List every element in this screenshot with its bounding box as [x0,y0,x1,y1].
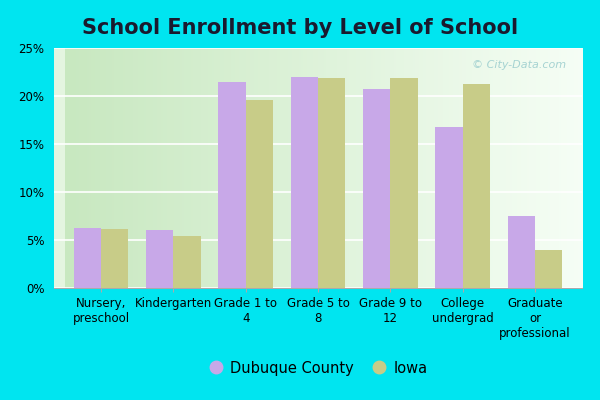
Bar [173,236,201,288]
Text: © City-Data.com: © City-Data.com [472,60,566,70]
Legend: Dubuque County, Iowa: Dubuque County, Iowa [203,355,433,382]
Bar [508,216,535,288]
Bar [290,77,318,288]
Bar [391,78,418,288]
Bar [535,250,562,288]
Bar [435,127,463,288]
Bar [463,84,490,288]
Bar [146,230,173,288]
Bar [245,100,273,288]
Bar [218,82,245,288]
Bar [318,78,346,288]
Bar [74,228,101,288]
Bar [101,230,128,288]
Bar [363,89,391,288]
Text: School Enrollment by Level of School: School Enrollment by Level of School [82,18,518,38]
